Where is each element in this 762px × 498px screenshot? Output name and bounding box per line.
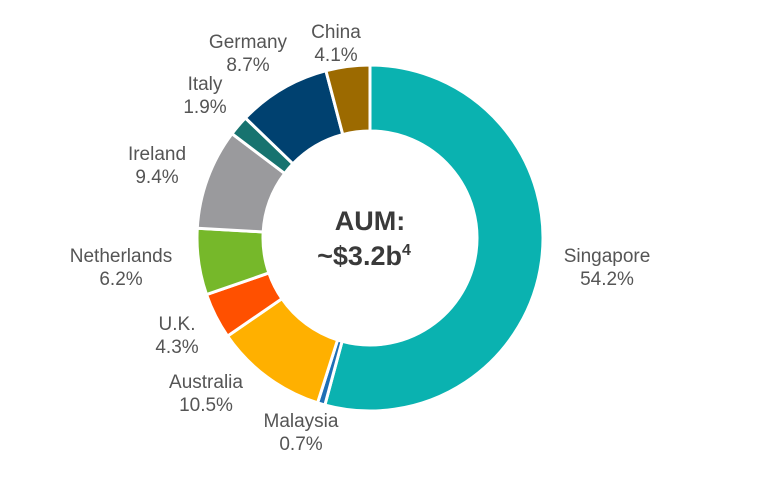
slice-label-name: Australia <box>169 372 243 393</box>
center-label-line1: AUM: <box>335 206 405 236</box>
slice-label-value: 10.5% <box>179 395 233 416</box>
slice-label-value: 9.4% <box>135 167 178 188</box>
slice-label-value: 4.3% <box>155 337 198 358</box>
slice-label-name: Malaysia <box>264 411 339 432</box>
slice-china <box>324 63 372 137</box>
slice-label-name: China <box>311 22 361 43</box>
center-label: AUM: ~$3.2b4 <box>317 206 411 271</box>
slice-label-value: 54.2% <box>580 269 634 290</box>
slice-label-value: 1.9% <box>183 97 226 118</box>
slice-label-name: Netherlands <box>70 246 172 267</box>
slice-label-name: U.K. <box>159 314 196 335</box>
slice-label-name: Singapore <box>564 246 651 267</box>
slice-label-name: Italy <box>188 74 223 95</box>
slice-label-name: Germany <box>209 32 288 53</box>
center-label-value: ~$3.2b <box>317 241 402 271</box>
center-label-superscript: 4 <box>402 242 411 259</box>
slice-label-name: Ireland <box>128 144 186 165</box>
slice-singapore <box>323 63 545 413</box>
slice-label-value: 0.7% <box>279 434 322 455</box>
donut-slices <box>195 63 545 413</box>
center-label-line2: ~$3.2b4 <box>317 241 411 271</box>
slice-label-value: 8.7% <box>226 55 269 76</box>
slice-label-value: 4.1% <box>314 45 357 66</box>
slice-label-value: 6.2% <box>99 269 142 290</box>
